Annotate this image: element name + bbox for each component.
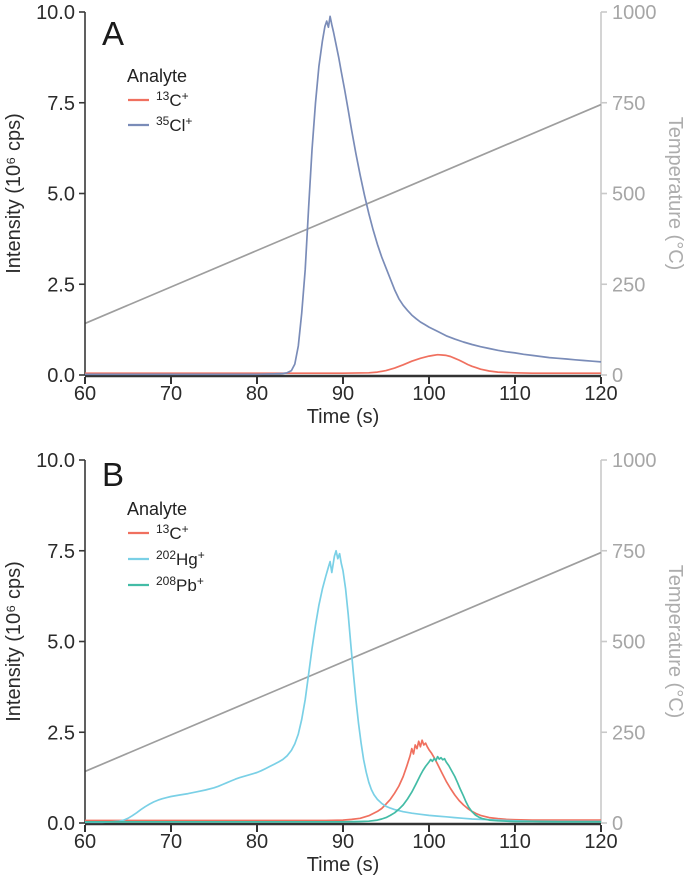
y2-tick-label: 0 [612,365,623,387]
y2-tick-label: 1000 [612,2,657,24]
x-tick-label: 90 [332,831,354,853]
y-tick-label: 2.5 [47,722,75,744]
series-line-208pb [85,755,601,823]
y-tick-label: 7.5 [47,93,75,115]
x-tick-label: 120 [584,383,617,405]
x-tick-label: 120 [584,831,617,853]
x-tick-label: 70 [160,383,182,405]
legend-label-35cl: 35Cl+ [156,114,192,135]
legend-label-208pb: 208Pb+ [156,574,204,595]
panel-letter: A [102,15,124,52]
y-tick-label: 0.0 [47,813,75,835]
y2-tick-label: 0 [612,813,623,835]
y-tick-label: 10.0 [36,2,75,24]
x-tick-label: 70 [160,831,182,853]
x-tick-label: 80 [246,383,268,405]
y2-tick-label: 500 [612,632,645,654]
legend-label-202hg: 202Hg+ [156,548,205,569]
y2-axis-title: Temperature (°C) [664,565,685,719]
y-axis: 0.0 2.5 5.0 7.5 10.0 Intensity (10⁶ cps) [3,450,86,835]
legend: Analyte 13C+ 35Cl+ [127,66,192,135]
y-tick-label: 0.0 [47,365,75,387]
legend: Analyte 13C+ 202Hg+ 208Pb+ [127,499,205,595]
panel-letter: B [102,456,124,493]
temperature-line [84,551,602,773]
y2-tick-label: 750 [612,541,645,563]
y-axis-title: Intensity (10⁶ cps) [3,561,25,722]
x-tick-label: 90 [332,383,354,405]
x-tick-label: 60 [74,831,96,853]
legend-title: Analyte [127,66,187,86]
temperature-line [84,103,602,325]
y2-tick-label: 250 [612,722,645,744]
x-axis-title: Time (s) [307,854,380,876]
x-tick-label: 80 [246,831,268,853]
y-tick-label: 10.0 [36,450,75,472]
panel-a-chart: 0 250 500 750 1000 Temperature (°C) 0.0 2.5 5.0 7… [3,2,685,428]
legend-label-13c: 13C+ [156,522,189,543]
x-tick-label: 100 [412,383,445,405]
series-line-202hg [85,549,601,824]
x-tick-label: 110 [499,831,531,853]
temperature-axis: 0 250 500 750 1000 Temperature (°C) [600,450,685,835]
x-axis: 60 70 80 90 100 110 120 Time (s) [74,822,618,876]
x-tick-label: 100 [412,831,445,853]
x-tick-label: 60 [74,383,96,405]
y-axis: 0.0 2.5 5.0 7.5 10.0 Intensity (10⁶ cps) [3,2,86,387]
y-tick-label: 5.0 [47,632,75,654]
series-line-13c [85,353,601,375]
y-tick-label: 7.5 [47,541,75,563]
x-tick-label: 110 [499,383,531,405]
series-line-35cl [85,15,602,376]
temperature-axis: 0 250 500 750 1000 Temperature (°C) [600,2,685,387]
panel-b-chart: 0 250 500 750 1000 Temperature (°C) 0.0 2.5 5.0 7… [3,450,685,876]
series-line-13c [85,739,601,822]
y2-tick-label: 500 [612,184,645,206]
x-axis-title: Time (s) [307,406,380,428]
y2-tick-label: 250 [612,274,645,296]
y-tick-label: 5.0 [47,184,75,206]
y-axis-title: Intensity (10⁶ cps) [3,113,25,274]
y2-tick-label: 1000 [612,450,657,472]
y2-tick-label: 750 [612,93,645,115]
x-axis: 60 70 80 90 100 110 120 Time (s) [74,374,618,428]
legend-title: Analyte [127,499,187,519]
y2-axis-title: Temperature (°C) [664,117,685,271]
y-tick-label: 2.5 [47,274,75,296]
legend-label-13c: 13C+ [156,89,189,110]
